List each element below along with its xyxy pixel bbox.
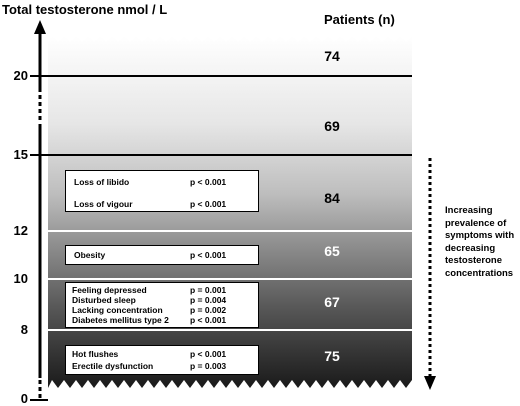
- p-value: p = 0.004: [190, 295, 227, 305]
- p-value: p < 0.001: [190, 199, 227, 209]
- p-value: p < 0.001: [190, 349, 227, 359]
- patient-count-band-6: 75: [324, 348, 340, 364]
- symptom-name: Lacking concentration: [72, 305, 163, 315]
- y-axis-arrowhead: [34, 20, 46, 34]
- patient-count-band-2: 69: [324, 118, 340, 134]
- patient-count-band-5: 67: [324, 294, 340, 310]
- y-tick-20: 20: [13, 68, 28, 83]
- symptom-box-obesity: Obesity p < 0.001: [65, 245, 259, 265]
- symptom-name: Erectile dysfunction: [72, 361, 154, 371]
- y-axis-title: Total testosterone nmol / L: [2, 2, 168, 17]
- symptom-name: Loss of vigour: [74, 199, 133, 209]
- y-tick-12: 12: [13, 223, 28, 238]
- gradient-column: [48, 36, 412, 388]
- y-tick-0: 0: [20, 391, 28, 406]
- p-value: p = 0.003: [190, 361, 227, 371]
- y-tick-10: 10: [13, 271, 28, 286]
- symptom-name: Diabetes mellitus type 2: [72, 315, 169, 325]
- y-tick-15: 15: [13, 147, 28, 162]
- p-value: p = 0.001: [190, 285, 227, 295]
- symptom-box-libido-vigour: Loss of libido p < 0.001 Loss of vigour …: [65, 170, 259, 212]
- trend-arrow-head: [424, 376, 436, 390]
- y-tick-8: 8: [20, 322, 28, 337]
- symptom-name: Feeling depressed: [72, 285, 147, 295]
- symptom-box-flushes-erectile: Hot flushes p < 0.001 Erectile dysfuncti…: [65, 345, 259, 375]
- patient-count-band-1: 74: [324, 48, 340, 64]
- symptom-name: Disturbed sleep: [72, 295, 136, 305]
- symptom-name: Hot flushes: [72, 349, 119, 359]
- patients-column-header: Patients (n): [324, 12, 395, 27]
- p-value: p < 0.001: [190, 250, 227, 260]
- symptom-name: Loss of libido: [74, 177, 130, 187]
- symptom-box-mood-sleep: Feeling depressed p = 0.001 Disturbed sl…: [65, 282, 259, 328]
- p-value: p < 0.001: [190, 177, 227, 187]
- p-value: p = 0.002: [190, 305, 227, 315]
- trend-note: Increasing prevalence of symptoms with d…: [445, 205, 515, 279]
- patient-count-band-4: 65: [324, 243, 340, 259]
- patient-count-band-3: 84: [324, 190, 340, 206]
- p-value: p < 0.001: [190, 315, 227, 325]
- symptom-name: Obesity: [74, 250, 106, 260]
